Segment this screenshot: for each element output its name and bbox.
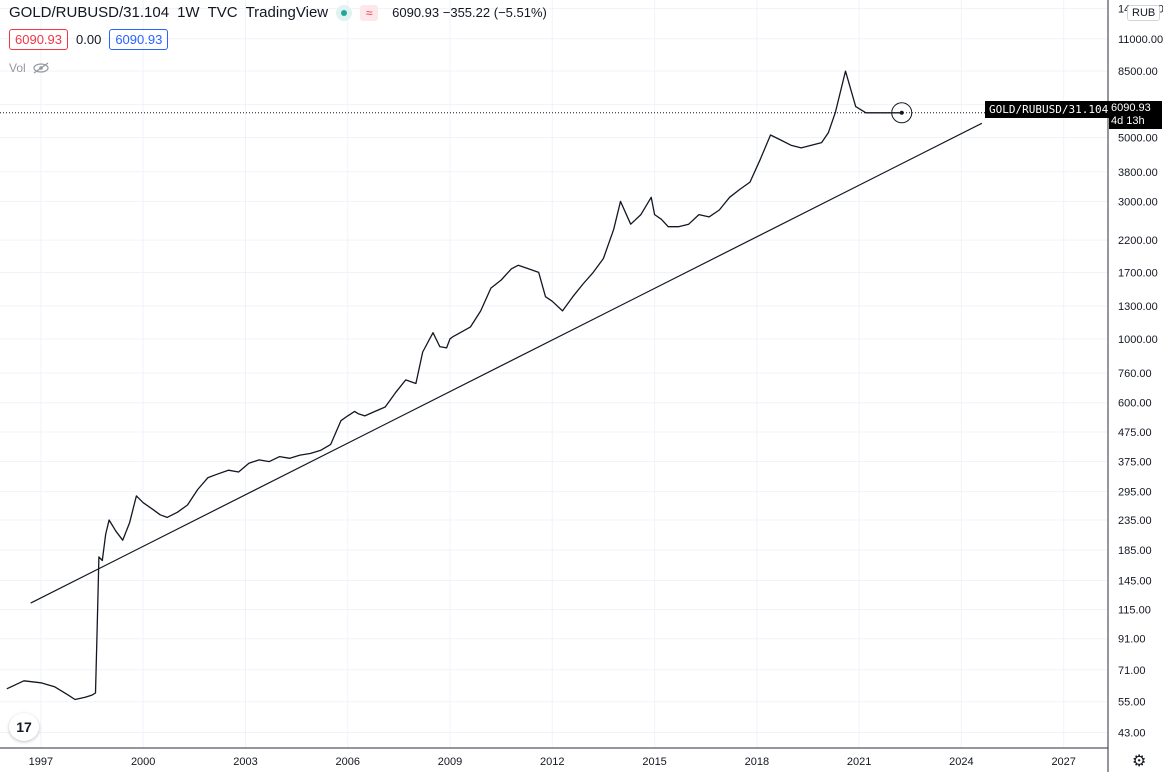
- y-tick-label: 475.00: [1118, 427, 1152, 439]
- market-status-icon[interactable]: [336, 4, 353, 21]
- y-tick-label: 1700.00: [1118, 267, 1158, 279]
- y-tick-label: 295.00: [1118, 487, 1152, 499]
- y-tick-label: 760.00: [1118, 368, 1152, 380]
- x-tick-label: 1997: [29, 756, 53, 768]
- tradingview-logo[interactable]: 17: [9, 713, 39, 741]
- y-tick-label: 1000.00: [1118, 334, 1158, 346]
- price-series-line: [6, 70, 902, 701]
- x-tick-label: 2009: [438, 756, 462, 768]
- x-tick-label: 2021: [847, 756, 871, 768]
- last-price-value: 6090.93: [392, 5, 440, 20]
- y-tick-label: 3000.00: [1118, 196, 1158, 208]
- symbol-price-label: GOLD/RUBUSD/31.104: [985, 101, 1113, 118]
- bar-countdown: 4d 13h: [1111, 115, 1145, 127]
- y-tick-label: 235.00: [1118, 515, 1152, 527]
- wave-icon[interactable]: ≈: [360, 4, 379, 21]
- x-tick-label: 2006: [335, 756, 359, 768]
- trendline: [30, 122, 983, 604]
- y-tick-label: 185.00: [1118, 545, 1152, 557]
- change-percent-value: (−5.51%): [493, 5, 547, 20]
- x-tick-label: 2000: [131, 756, 155, 768]
- x-tick-label: 2015: [642, 756, 666, 768]
- eye-hidden-icon[interactable]: [32, 62, 50, 74]
- x-tick-label: 2027: [1051, 756, 1075, 768]
- source-label: TVC: [207, 4, 238, 21]
- y-tick-label: 5000.00: [1118, 132, 1158, 144]
- gear-icon[interactable]: ⚙: [1132, 753, 1147, 770]
- y-tick-label: 11000.00: [1118, 34, 1163, 46]
- x-tick-label: 2012: [540, 756, 564, 768]
- price-tag-value: 6090.93: [1111, 102, 1151, 114]
- sell-price-button[interactable]: 6090.93: [9, 29, 68, 50]
- quote-row: 6090.93 0.00 6090.93: [9, 29, 169, 50]
- spread-value: 0.00: [76, 32, 102, 47]
- y-tick-label: 1300.00: [1118, 301, 1158, 313]
- y-tick-label: 145.00: [1118, 575, 1152, 587]
- platform-label: TradingView: [245, 4, 329, 21]
- y-tick-label: 71.00: [1118, 665, 1146, 677]
- y-tick-label: 91.00: [1118, 634, 1146, 646]
- change-value: −355.22: [442, 5, 491, 20]
- buy-price-button[interactable]: 6090.93: [109, 29, 169, 50]
- last-price-tag: 6090.93 4d 13h: [1109, 101, 1162, 129]
- x-tick-label: 2003: [233, 756, 257, 768]
- symbol-title[interactable]: GOLD/RUBUSD/31.104: [9, 4, 170, 21]
- y-tick-label: 115.00: [1118, 604, 1151, 616]
- currency-badge[interactable]: RUB: [1127, 5, 1161, 21]
- y-tick-label: 600.00: [1118, 398, 1152, 410]
- x-tick-label: 2018: [745, 756, 769, 768]
- y-tick-label: 43.00: [1118, 728, 1146, 740]
- y-tick-label: 8500.00: [1118, 66, 1158, 78]
- x-tick-label: 2024: [949, 756, 973, 768]
- volume-label: Vol: [9, 61, 26, 75]
- volume-legend[interactable]: Vol: [9, 61, 50, 75]
- y-tick-label: 2200.00: [1118, 235, 1158, 247]
- interval-label[interactable]: 1W: [177, 4, 200, 21]
- y-tick-label: 375.00: [1118, 457, 1152, 469]
- chart-header: GOLD/RUBUSD/31.104 1W TVC TradingView ≈ …: [9, 4, 547, 21]
- y-tick-label: 3800.00: [1118, 167, 1158, 179]
- y-tick-label: 55.00: [1118, 697, 1146, 709]
- last-point-marker: [899, 110, 904, 115]
- crosshair-marker: [891, 102, 913, 124]
